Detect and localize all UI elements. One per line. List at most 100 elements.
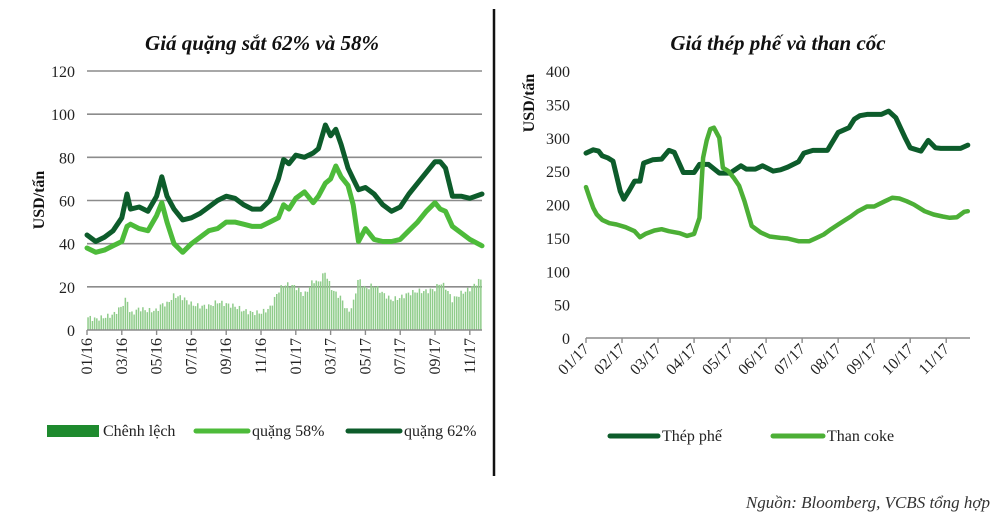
legend-label-scrap: Thép phế [662, 428, 723, 445]
spread-bar [394, 296, 397, 330]
spread-bar [477, 278, 480, 330]
spread-bar [282, 286, 285, 330]
y-tick-label: 60 [59, 194, 75, 211]
spread-bar [172, 293, 175, 330]
spread-bar [306, 291, 309, 330]
spread-bar [405, 293, 407, 330]
spread-bar [247, 314, 249, 330]
spread-bar [256, 310, 258, 330]
spread-bar [436, 284, 438, 330]
x-tick-label: 05/17 [357, 338, 374, 374]
legend-label-ore-62: quặng 62% [404, 423, 476, 440]
x-tick-label: 07/17 [771, 341, 809, 379]
spread-bar [269, 305, 271, 330]
spread-bar [341, 300, 344, 330]
y-tick-label: 50 [554, 298, 570, 315]
spread-bar [126, 301, 129, 330]
spread-bar [104, 317, 107, 330]
spread-bar [177, 296, 179, 330]
spread-bar [254, 315, 256, 330]
spread-bar [370, 283, 372, 330]
source-note: Nguồn: Bloomberg, VCBS tổng hợp [745, 493, 990, 512]
spread-bar [144, 310, 146, 330]
spread-bar [236, 309, 239, 330]
spread-bar [218, 303, 221, 330]
spread-bar [387, 295, 390, 330]
spread-bar [216, 303, 219, 330]
spread-bar [150, 312, 153, 330]
spread-bar [278, 292, 280, 330]
spread-bar [190, 301, 192, 330]
spread-bar [374, 286, 377, 330]
spread-bar [146, 312, 149, 330]
spread-bar [304, 291, 307, 330]
spread-bar [300, 292, 302, 330]
spread-bar [317, 281, 320, 330]
spread-bar [409, 295, 412, 330]
x-tick-label: 02/17 [591, 341, 629, 379]
spread-bar [267, 308, 269, 330]
spread-bar [458, 296, 460, 330]
spread-bar [118, 307, 120, 330]
x-tick-label: 03/17 [627, 341, 665, 379]
spread-bar [100, 315, 102, 330]
spread-bar [431, 289, 434, 330]
spread-bar [107, 313, 109, 330]
spread-bar [319, 281, 322, 330]
spread-bar [164, 306, 166, 330]
spread-bar [234, 306, 236, 330]
spread-bar [142, 307, 144, 330]
spread-bar [363, 285, 366, 330]
x-tick-label: 09/17 [843, 341, 881, 379]
spread-bar [401, 294, 403, 330]
spread-bar [133, 314, 135, 330]
series-line-coking-coal [583, 125, 971, 244]
spread-bar [240, 311, 243, 330]
x-tick-label: 09/16 [218, 338, 235, 374]
y-tick-label: 350 [546, 97, 570, 114]
spread-bar [350, 308, 353, 330]
spread-bar [181, 300, 184, 330]
spread-bar [425, 289, 427, 330]
spread-bar [183, 297, 186, 330]
spread-bar [179, 295, 181, 330]
spread-bar [131, 311, 133, 330]
legend-label-ore-58: quặng 58% [252, 423, 324, 440]
x-tick-label: 01/17 [288, 338, 305, 374]
y-tick-label: 200 [546, 198, 570, 215]
spread-bar [205, 308, 208, 330]
spread-bar [170, 299, 173, 330]
spread-bar [225, 303, 228, 330]
spread-bar [249, 310, 252, 330]
y-tick-label: 100 [546, 264, 570, 281]
spread-bar [251, 311, 254, 330]
spread-bar [475, 285, 478, 330]
spread-bar [383, 293, 386, 330]
y-tick-label: 400 [546, 64, 570, 81]
spread-bar [471, 285, 473, 330]
spread-bar [159, 304, 162, 330]
spread-bar [308, 286, 311, 330]
spread-bar [98, 320, 100, 330]
spread-bar [115, 313, 118, 330]
spread-bar [449, 294, 451, 330]
x-tick-label: 11/16 [253, 338, 270, 374]
x-tick-label: 07/17 [392, 338, 409, 374]
spread-bar [337, 297, 339, 330]
spread-bar [440, 284, 443, 330]
spread-bar [166, 301, 168, 330]
x-tick-label: 05/16 [149, 338, 166, 374]
spread-bar [186, 300, 188, 330]
series-line-ore-62 [84, 122, 485, 244]
legend-label-spread: Chênh lệch [103, 423, 175, 440]
spread-bar [412, 290, 414, 330]
x-tick-label: 03/16 [114, 338, 131, 374]
spread-bar [473, 283, 476, 330]
spread-bar [368, 289, 370, 330]
iron-ore-chart: Giá quặng sắt 62% và 58% USD/tấn 0 20 40 60… [31, 31, 485, 440]
spread-bar [324, 272, 326, 330]
spread-bar [271, 305, 274, 330]
spread-bar [223, 306, 225, 330]
spread-bar [385, 298, 388, 330]
